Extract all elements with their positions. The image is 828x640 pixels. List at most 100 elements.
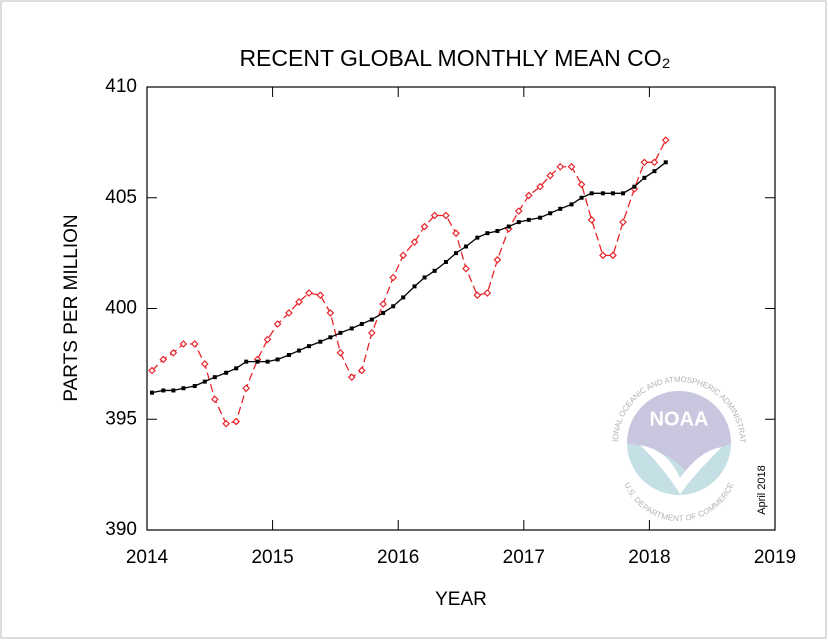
- x-tick-label: 2019: [754, 547, 796, 568]
- point: [148, 366, 156, 375]
- point: [349, 326, 354, 331]
- point: [412, 284, 417, 289]
- x-tick-label: 2014: [126, 547, 169, 568]
- point: [190, 340, 199, 348]
- point: [548, 211, 553, 216]
- y-tick-label: 405: [105, 187, 137, 208]
- point: [599, 251, 607, 260]
- point: [399, 251, 408, 260]
- point: [296, 348, 301, 353]
- point: [609, 251, 617, 260]
- logo-name: NOAA: [650, 408, 709, 430]
- point: [389, 273, 398, 282]
- point: [422, 275, 427, 280]
- point: [273, 320, 282, 328]
- point: [263, 335, 272, 344]
- point: [318, 339, 323, 344]
- point: [442, 211, 450, 220]
- point: [536, 182, 544, 191]
- point: [462, 264, 470, 273]
- point: [495, 228, 500, 233]
- point: [558, 206, 563, 211]
- point: [443, 259, 448, 264]
- point: [661, 136, 670, 145]
- point: [275, 357, 280, 362]
- point: [391, 304, 396, 309]
- point: [307, 344, 312, 349]
- point: [234, 366, 239, 371]
- y-axis-label: PARTS PER MILLION: [61, 214, 82, 401]
- point: [569, 202, 574, 207]
- point: [430, 211, 439, 220]
- x-axis-label: YEAR: [435, 589, 487, 610]
- point: [587, 216, 596, 224]
- point: [316, 291, 325, 300]
- point: [265, 359, 270, 364]
- point: [357, 366, 366, 375]
- point: [181, 386, 186, 391]
- point: [538, 215, 543, 220]
- point: [579, 195, 584, 200]
- point: [232, 417, 241, 426]
- point: [171, 388, 176, 393]
- point: [328, 335, 333, 340]
- point: [410, 238, 419, 246]
- point: [652, 169, 657, 174]
- series-line: [151, 139, 667, 425]
- point: [305, 289, 313, 297]
- y-tick-label: 410: [105, 76, 137, 97]
- point: [242, 384, 251, 393]
- point: [169, 348, 178, 357]
- point: [452, 229, 460, 238]
- point: [224, 370, 229, 375]
- point: [161, 388, 166, 393]
- point: [285, 309, 293, 317]
- point: [401, 295, 406, 300]
- point: [464, 244, 469, 249]
- annotation: April 2018: [756, 465, 768, 515]
- point: [150, 390, 155, 395]
- point: [567, 162, 576, 171]
- point: [286, 353, 291, 358]
- point: [192, 384, 197, 389]
- point: [516, 220, 521, 225]
- point: [212, 375, 217, 380]
- point: [526, 217, 531, 222]
- point: [524, 191, 533, 200]
- chart-title: RECENT GLOBAL MONTHLY MEAN CO₂: [239, 45, 670, 71]
- point: [159, 355, 168, 364]
- point: [367, 329, 376, 337]
- point: [338, 330, 343, 335]
- point: [244, 359, 249, 364]
- x-tick-label: 2016: [377, 547, 419, 568]
- point: [295, 298, 303, 306]
- point: [255, 359, 260, 364]
- point: [493, 255, 502, 264]
- point: [632, 184, 637, 189]
- point: [546, 171, 555, 180]
- point: [650, 158, 659, 167]
- point: [420, 222, 429, 231]
- x-tick-label: 2015: [251, 547, 293, 568]
- point: [202, 379, 207, 384]
- point: [577, 180, 586, 189]
- point: [514, 207, 523, 215]
- point: [347, 373, 356, 382]
- point: [200, 360, 209, 368]
- point: [453, 251, 458, 256]
- point: [381, 310, 386, 315]
- point: [610, 191, 615, 196]
- point: [506, 224, 511, 229]
- point: [485, 231, 490, 236]
- point: [475, 235, 480, 240]
- point: [483, 289, 492, 297]
- point: [359, 322, 364, 327]
- y-tick-label: 400: [105, 298, 137, 319]
- point: [222, 419, 230, 428]
- point: [619, 218, 627, 226]
- point: [642, 175, 647, 180]
- point: [326, 309, 335, 317]
